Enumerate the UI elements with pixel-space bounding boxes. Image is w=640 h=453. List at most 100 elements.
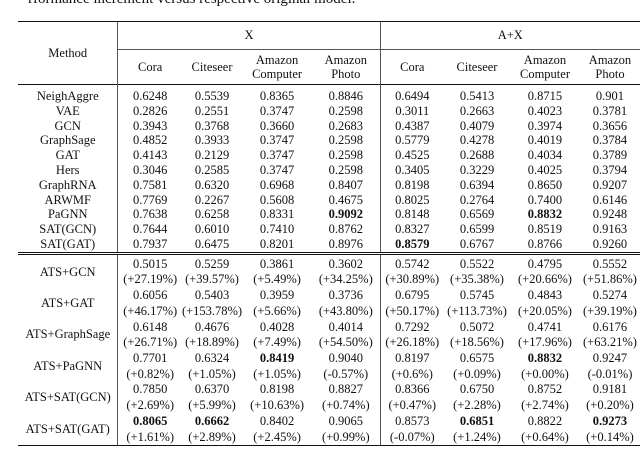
increment: (+63.21%) — [583, 335, 637, 350]
increment-cell: (-0.57%) — [312, 367, 380, 383]
value-cell: 0.4843 — [510, 288, 580, 304]
value-cell: 0.2267 — [182, 193, 242, 208]
increment: (+0.09%) — [453, 366, 501, 381]
column-header: Citeseer — [181, 49, 243, 85]
value-cell: 0.8832 — [510, 207, 580, 222]
value-cell: 0.6056 — [117, 288, 182, 304]
value: 0.2598 — [328, 103, 363, 118]
value-cell: 0.7769 — [117, 192, 182, 208]
increment: (+46.17%) — [123, 303, 178, 318]
value: 0.9207 — [592, 177, 628, 192]
table-row: GraphSage 0.4852 0.3933 0.3747 0.2598 0.5779 0… — [18, 133, 640, 149]
value: 0.901 — [595, 89, 625, 103]
value: 0.5403 — [194, 288, 230, 303]
increment: (+2.28%) — [453, 398, 501, 413]
value: 0.8579 — [395, 236, 430, 251]
increment: (+0.6%) — [391, 366, 433, 381]
value: 0.8766 — [527, 236, 563, 251]
value: 0.8197 — [395, 350, 430, 365]
column-header-line: Photo — [595, 67, 625, 81]
value-cell: 0.4019 — [510, 133, 580, 148]
value: 0.8650 — [527, 177, 563, 192]
increment-cell: (+35.38%) — [444, 272, 510, 288]
increment-cell: (-0.07%) — [379, 429, 445, 447]
value-cell: 0.8715 — [510, 83, 580, 104]
increment: (+35.38%) — [450, 272, 504, 287]
value: 0.5745 — [459, 288, 495, 303]
value-cell: 0.3789 — [580, 148, 640, 163]
value-cell: 0.3784 — [580, 133, 640, 148]
value: 0.4741 — [527, 319, 563, 334]
value-cell: 0.2598 — [312, 133, 380, 148]
value-cell: 0.5413 — [444, 83, 510, 104]
column-header: Citeseer — [444, 49, 510, 85]
increment: (+0.20%) — [586, 398, 634, 413]
value: 0.6795 — [395, 288, 430, 303]
value: 0.6750 — [459, 382, 495, 397]
value-cell: 0.4278 — [444, 133, 510, 148]
value: 0.6767 — [459, 236, 495, 251]
value: 0.5552 — [592, 256, 628, 271]
value-cell: 0.9247 — [580, 351, 640, 367]
value: 0.8148 — [395, 207, 430, 222]
table-row: GraphRNA 0.7581 0.6320 0.6968 0.8407 0.8198 0.… — [18, 177, 640, 193]
value: 0.3747 — [259, 162, 295, 177]
value-cell: 0.8331 — [242, 207, 312, 222]
increment-cell: (+0.09%) — [444, 367, 510, 383]
value: 0.3861 — [259, 256, 295, 271]
value-cell: 0.7850 — [117, 382, 182, 399]
value: 0.4143 — [133, 148, 168, 163]
value: 0.6394 — [459, 177, 495, 192]
column-header: Amazon Computer — [510, 49, 580, 85]
value: 0.3768 — [194, 118, 230, 133]
method-name: ATS+GCN — [39, 264, 96, 279]
value-cell: 0.4143 — [117, 148, 182, 163]
increment: (+0.00%) — [521, 366, 569, 381]
value: 0.3781 — [592, 103, 628, 118]
value: 0.7292 — [395, 319, 430, 334]
table-row: ATS+GCN 0.5015 0.5259 0.3861 0.3602 0.5742 0.5… — [18, 256, 640, 279]
increment-cell: (+0.99%) — [312, 429, 381, 447]
rule-cell — [444, 251, 510, 257]
value: 0.5779 — [395, 133, 430, 148]
column-header-line: Amazon — [324, 53, 367, 67]
value: 0.2129 — [194, 148, 230, 163]
value: 0.2663 — [459, 103, 495, 118]
value-cell: 0.2585 — [182, 163, 242, 178]
increment: (+2.74%) — [521, 398, 569, 413]
results-table: Method X A+X Cora Citeseer Amazon Computer Amaz… — [18, 21, 640, 447]
value-cell: 0.6968 — [242, 178, 312, 193]
value-cell: 0.6010 — [182, 222, 242, 237]
value-cell: 0.4676 — [182, 320, 242, 336]
value: 0.4278 — [459, 133, 495, 148]
value: 0.6248 — [133, 89, 168, 103]
value-cell: 0.9260 — [580, 237, 640, 253]
increment-cell: (+5.49%) — [242, 272, 312, 288]
increment-cell: (+27.19%) — [117, 272, 182, 289]
increment-cell: (+18.89%) — [182, 335, 242, 351]
value-cell: 0.5742 — [379, 256, 445, 273]
value: 0.8832 — [527, 350, 563, 365]
value: 0.3794 — [592, 162, 628, 177]
value: 0.5259 — [194, 256, 230, 271]
value: 0.8846 — [328, 89, 363, 103]
value-cell: 0.5072 — [444, 320, 510, 336]
column-header-line: Amazon — [255, 53, 299, 67]
value-cell: 0.3943 — [117, 118, 182, 134]
value-cell: 0.5522 — [444, 257, 510, 273]
value-cell: 0.5015 — [117, 256, 182, 273]
table-row: ATS+SAT(GCN) 0.7850 0.6370 0.8198 0.8827 0.83… — [18, 382, 640, 404]
value: 0.8365 — [259, 89, 295, 103]
value: 0.7400 — [527, 192, 563, 207]
value: 0.6662 — [194, 413, 230, 428]
value-cell: 0.8197 — [379, 350, 445, 367]
increment-cell: (+1.05%) — [182, 367, 242, 383]
increment-cell: (+46.17%) — [117, 303, 182, 320]
increment-cell: (+20.05%) — [510, 304, 580, 320]
increment-cell: (+50.17%) — [379, 303, 445, 320]
increment-cell: (+0.20%) — [580, 398, 640, 414]
increment-cell: (+2.89%) — [181, 429, 243, 447]
value: 0.5413 — [459, 89, 495, 103]
increment-cell: (+20.66%) — [510, 272, 580, 288]
value-cell: 0.7400 — [510, 193, 580, 208]
